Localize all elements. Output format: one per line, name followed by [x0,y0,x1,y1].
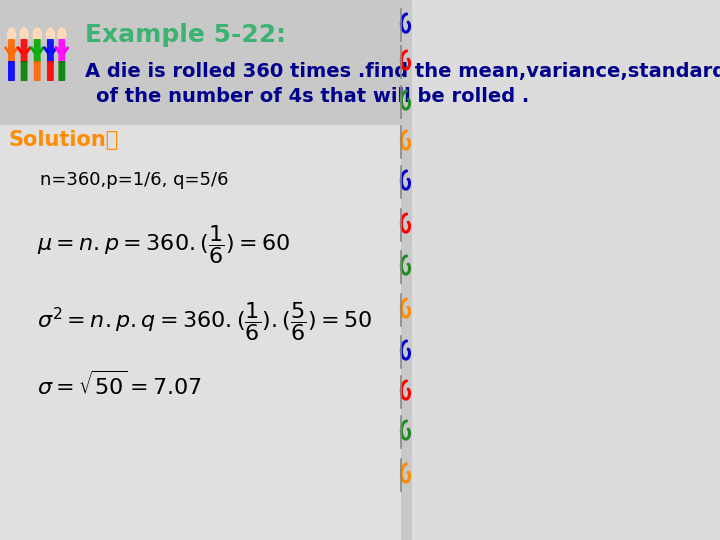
Text: Example 5-22:: Example 5-22: [85,23,286,47]
FancyBboxPatch shape [21,61,27,81]
Circle shape [20,28,28,42]
Circle shape [33,28,41,42]
Text: $\sigma = \sqrt{50} = 7.07$: $\sigma = \sqrt{50} = 7.07$ [37,371,202,399]
FancyBboxPatch shape [0,0,401,125]
Circle shape [58,28,66,42]
FancyBboxPatch shape [47,39,54,63]
FancyBboxPatch shape [21,39,27,63]
Text: Solution：: Solution： [9,130,119,150]
FancyBboxPatch shape [34,61,40,81]
FancyBboxPatch shape [58,61,66,81]
Circle shape [46,28,55,42]
Text: $\mu = n.p = 360.(\dfrac{1}{6}) = 60$: $\mu = n.p = 360.(\dfrac{1}{6}) = 60$ [37,224,290,266]
FancyBboxPatch shape [34,39,40,63]
FancyBboxPatch shape [401,0,413,540]
FancyBboxPatch shape [58,39,66,63]
FancyBboxPatch shape [47,61,54,81]
FancyBboxPatch shape [8,61,15,81]
FancyBboxPatch shape [0,0,413,540]
Text: of the number of 4s that will be rolled .: of the number of 4s that will be rolled … [96,87,529,106]
FancyBboxPatch shape [8,39,15,63]
Text: A die is rolled 360 times .find the mean,variance,standard deviation: A die is rolled 360 times .find the mean… [85,63,720,82]
FancyBboxPatch shape [0,125,401,540]
Text: $\sigma^2 = n.p.q = 360.(\dfrac{1}{6}).(\dfrac{5}{6}) = 50$: $\sigma^2 = n.p.q = 360.(\dfrac{1}{6}).(… [37,301,373,343]
Circle shape [7,28,15,42]
Text: n=360,p=1/6, q=5/6: n=360,p=1/6, q=5/6 [40,171,228,189]
